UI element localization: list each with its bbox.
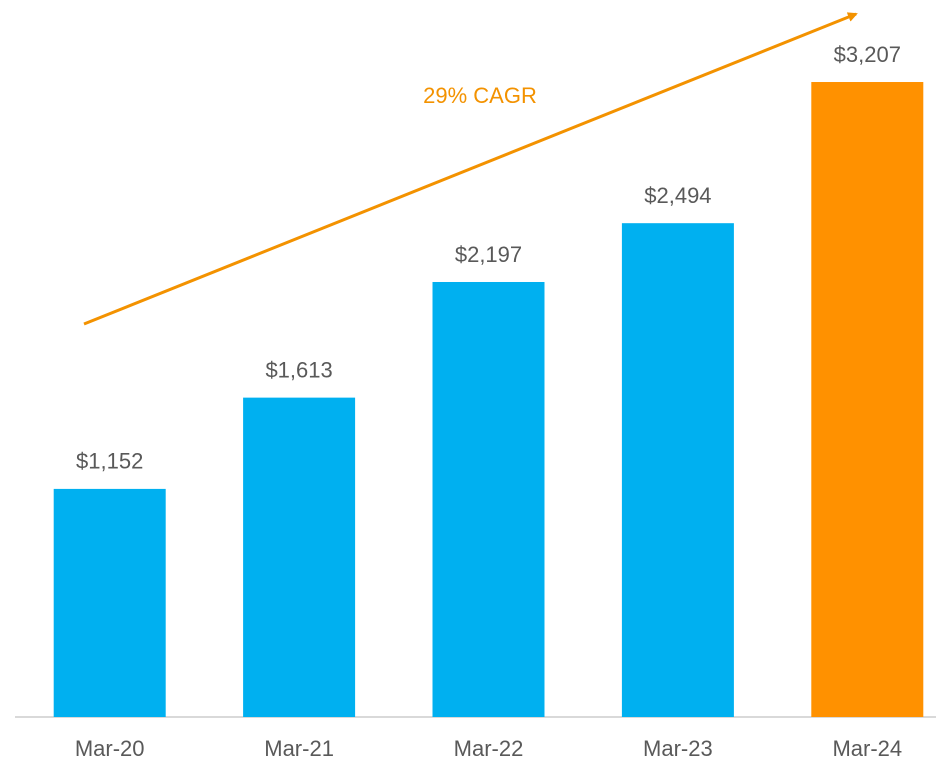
value-label: $2,197 — [455, 242, 522, 267]
x-tick-label: Mar-21 — [264, 736, 334, 761]
bar — [243, 397, 356, 717]
bar — [621, 223, 734, 718]
x-tick-label: Mar-24 — [832, 736, 902, 761]
trend-arrow — [83, 12, 858, 326]
value-label: $3,207 — [834, 42, 901, 67]
value-label: $1,152 — [76, 449, 143, 474]
value-label: $2,494 — [644, 183, 711, 208]
bar — [432, 281, 545, 717]
x-tick-label: Mar-20 — [75, 736, 145, 761]
bar — [811, 82, 924, 718]
annotation: 29% CAGR — [423, 83, 537, 108]
bar — [53, 488, 166, 717]
x-tick-label: Mar-22 — [454, 736, 524, 761]
value-label: $1,613 — [265, 357, 332, 382]
x-tick-label: Mar-23 — [643, 736, 713, 761]
